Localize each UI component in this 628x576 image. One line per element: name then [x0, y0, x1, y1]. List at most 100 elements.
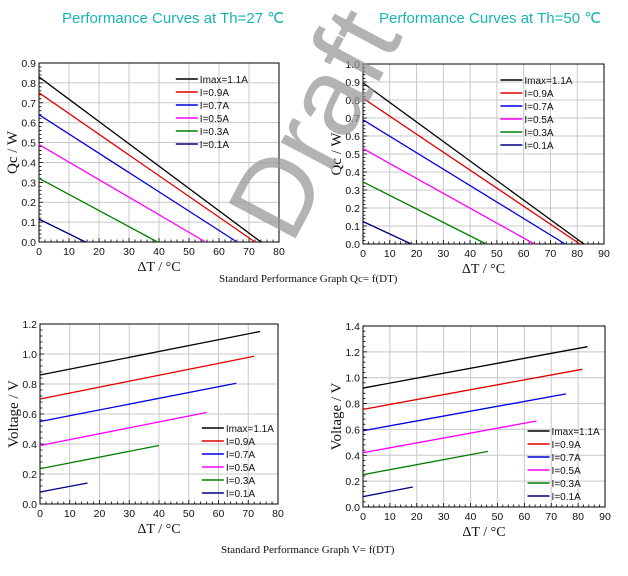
- series-line-i-0-7a: [362, 119, 566, 245]
- y-tick-label: 0.0: [345, 502, 360, 514]
- x-tick-label: 40: [465, 511, 477, 523]
- y-tick-label: 0.1: [345, 221, 360, 233]
- x-tick-label: 60: [518, 248, 530, 260]
- x-tick-label: 90: [598, 248, 610, 260]
- y-tick-label: 0.8: [22, 379, 37, 391]
- y-tick-label: 0.4: [345, 450, 360, 462]
- series-line-i-0-1a: [38, 218, 86, 243]
- series-line-i-0-9a: [362, 97, 581, 245]
- y-tick-label: 0.6: [21, 118, 36, 130]
- x-tick-label: 80: [272, 508, 284, 520]
- series-line-i-0-5a: [38, 143, 206, 243]
- y-tick-label: 1.2: [22, 319, 37, 331]
- chart-3: 0 10 20 30 40 50 60 70 80 90 0.0 0.2 0.4 0.6 0.8 1.0 1.2…: [329, 321, 611, 540]
- y-axis-label: Voltage / V: [329, 382, 345, 450]
- y-axis-label: Qc / W: [329, 132, 345, 176]
- y-tick-label: 0.2: [345, 476, 360, 488]
- series-line-i-0-5a: [362, 420, 537, 454]
- x-tick-label: 50: [491, 248, 503, 260]
- caption-qc-graph: Standard Performance Graph Qc= f(DT): [219, 273, 398, 285]
- y-tick-label: 0.0: [21, 237, 36, 249]
- series-line-i-0-7a: [38, 114, 238, 243]
- legend: Imax=1.1A I=0.9A I=0.7A I=0.5A I=0.3A I=0.1A: [175, 75, 248, 151]
- legend-label: I=0.7A: [552, 453, 582, 464]
- legend-label: I=0.5A: [226, 463, 256, 474]
- y-tick-label: 0.5: [345, 149, 360, 161]
- y-tick-label: 0.5: [21, 138, 36, 150]
- y-tick-label: 0.8: [21, 78, 36, 90]
- y-tick-label: 0.2: [21, 197, 36, 209]
- x-tick-label: 30: [437, 248, 449, 260]
- y-tick-label: 0.2: [345, 203, 360, 215]
- y-tick-label: 0.7: [345, 113, 360, 125]
- x-tick-label: 0: [360, 511, 366, 523]
- x-tick-label: 70: [243, 246, 255, 258]
- x-tick-label: 50: [183, 246, 195, 258]
- series-line-i-0-9a: [362, 368, 583, 411]
- series-line-i-0-3a: [39, 444, 160, 470]
- x-tick-label: 10: [63, 246, 75, 258]
- x-axis-label: ΔT / °C: [137, 522, 180, 537]
- legend-label: Imax=1.1A: [200, 75, 248, 86]
- plot-frame: [39, 323, 279, 505]
- legend-label: I=0.7A: [200, 101, 230, 112]
- y-tick-label: 0.8: [345, 399, 360, 411]
- x-axis-label: ΔT / °C: [462, 262, 505, 277]
- series-line-i-0-9a: [38, 92, 256, 243]
- y-tick-label: 0.4: [21, 157, 36, 169]
- legend-label: I=0.7A: [524, 102, 554, 113]
- legend-label: I=0.1A: [226, 489, 256, 500]
- x-tick-label: 80: [571, 248, 583, 260]
- x-tick-label: 10: [384, 511, 396, 523]
- y-tick-label: 0.3: [345, 185, 360, 197]
- series-line-imax-1-1a: [38, 76, 262, 243]
- y-tick-label: 0.3: [21, 177, 36, 189]
- legend-label: I=0.1A: [552, 492, 582, 503]
- series-line-i-0-5a: [39, 411, 207, 447]
- series-line-i-0-3a: [362, 181, 487, 245]
- x-tick-label: 40: [153, 508, 165, 520]
- y-tick-label: 0.0: [345, 239, 360, 251]
- legend-label: I=0.9A: [524, 89, 554, 100]
- y-tick-label: 1.4: [345, 321, 360, 333]
- y-axis-label: Qc / W: [5, 130, 21, 174]
- y-tick-label: 0.8: [345, 95, 360, 107]
- x-tick-label: 20: [411, 511, 423, 523]
- x-tick-label: 80: [273, 246, 285, 258]
- legend-label: I=0.7A: [226, 450, 256, 461]
- x-tick-label: 0: [37, 508, 43, 520]
- x-tick-label: 90: [599, 511, 611, 523]
- chart-title-th50: Performance Curves at Th=50 ℃: [379, 10, 602, 27]
- x-axis-label: ΔT / °C: [137, 260, 180, 275]
- y-tick-label: 0.6: [22, 409, 37, 421]
- legend-label: I=0.9A: [200, 88, 230, 99]
- y-tick-label: 1.0: [345, 59, 360, 71]
- legend-label: Imax=1.1A: [226, 424, 274, 435]
- y-tick-label: 0.6: [345, 131, 360, 143]
- y-tick-label: 0.7: [21, 98, 36, 110]
- y-tick-label: 1.0: [22, 349, 37, 361]
- legend-label: Imax=1.1A: [524, 76, 572, 87]
- x-tick-label: 10: [64, 508, 76, 520]
- y-tick-label: 1.0: [345, 373, 360, 385]
- x-tick-label: 70: [545, 248, 557, 260]
- legend: Imax=1.1A I=0.9A I=0.7A I=0.5A I=0.3A I=0.1A: [201, 424, 274, 500]
- y-tick-label: 0.2: [22, 469, 37, 481]
- legend-label: I=0.3A: [226, 476, 256, 487]
- legend: Imax=1.1A I=0.9A I=0.7A I=0.5A I=0.3A I=0.1A: [527, 427, 600, 503]
- x-tick-label: 60: [518, 511, 530, 523]
- x-tick-label: 0: [36, 246, 42, 258]
- x-axis-label: ΔT / °C: [462, 525, 505, 540]
- legend-label: I=0.5A: [552, 466, 582, 477]
- x-tick-label: 70: [242, 508, 254, 520]
- y-tick-label: 0.9: [345, 77, 360, 89]
- x-tick-label: 80: [572, 511, 584, 523]
- y-tick-label: 0.4: [345, 167, 360, 179]
- x-tick-label: 0: [360, 248, 366, 260]
- x-tick-label: 30: [123, 246, 135, 258]
- legend-label: I=0.5A: [524, 115, 554, 126]
- y-tick-label: 0.0: [22, 499, 37, 511]
- series-line-i-0-1a: [39, 482, 88, 493]
- x-tick-label: 70: [545, 511, 557, 523]
